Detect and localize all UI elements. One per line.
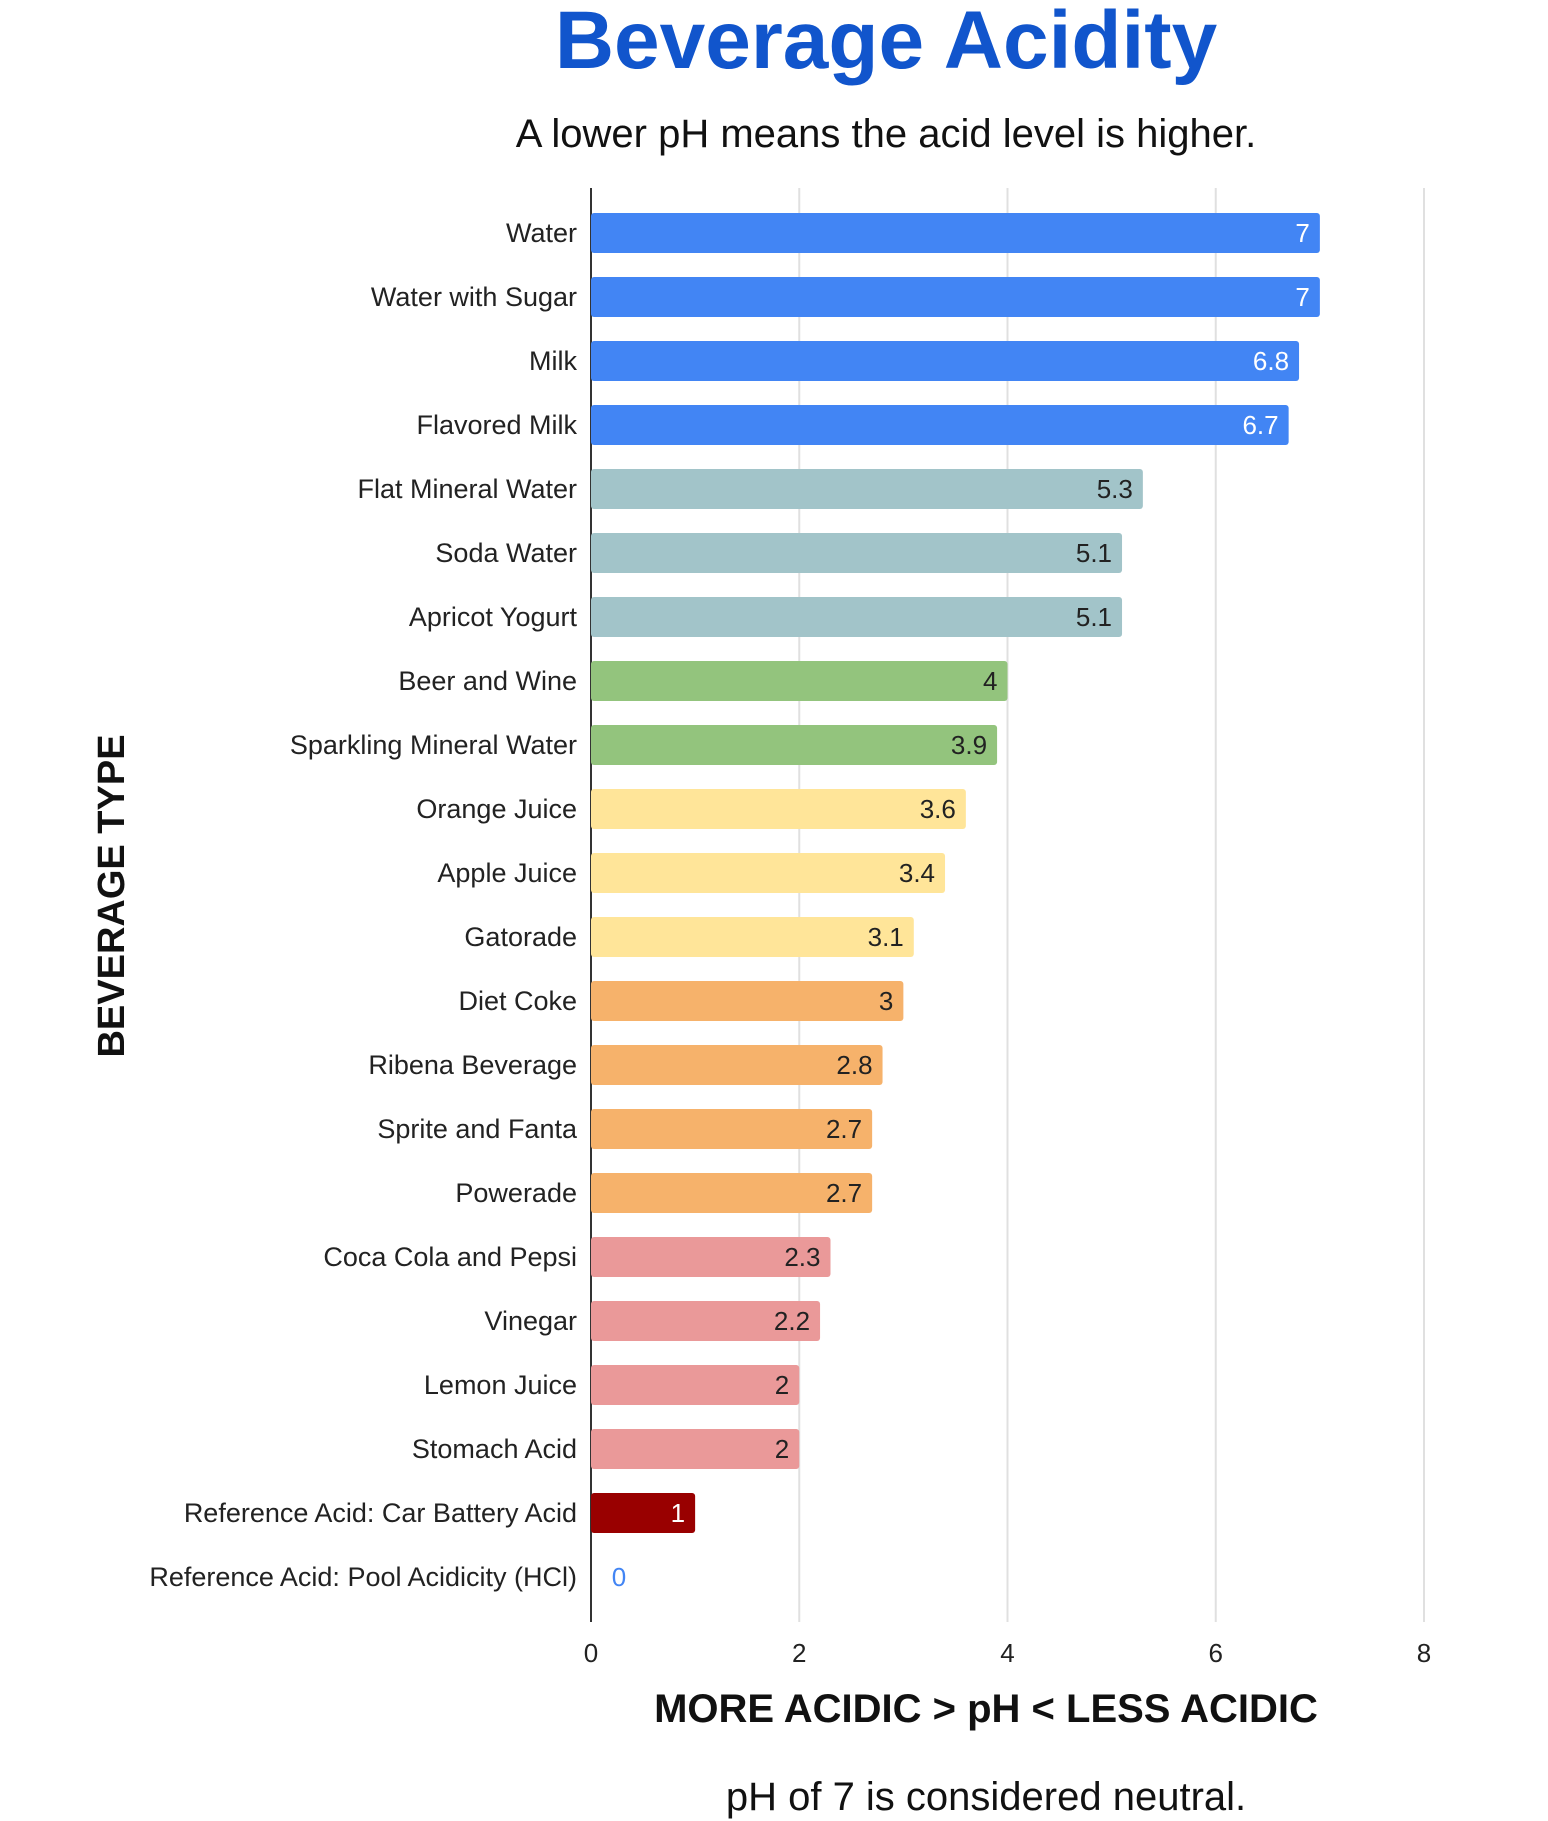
bar [591, 789, 966, 829]
category-label: Water [506, 218, 577, 248]
chart-subtitle: A lower pH means the acid level is highe… [516, 112, 1256, 156]
x-tick-label: 8 [1417, 1638, 1431, 1668]
bar [591, 661, 1008, 701]
data-label: 2.2 [774, 1306, 810, 1336]
x-tick-label: 6 [1209, 1638, 1223, 1668]
category-label: Beer and Wine [398, 666, 577, 696]
category-label: Flat Mineral Water [357, 474, 577, 504]
bar [591, 1365, 800, 1405]
y-axis-title: BEVERAGE TYPE [91, 734, 133, 1057]
category-label: Vinegar [484, 1306, 577, 1336]
data-label: 3.6 [920, 794, 956, 824]
data-label: 3.4 [899, 858, 935, 888]
data-label: 5.3 [1097, 474, 1133, 504]
x-axis-title: MORE ACIDIC > pH < LESS ACIDIC [654, 1687, 1318, 1731]
x-tick-label: 2 [792, 1638, 806, 1668]
data-label: 5.1 [1076, 602, 1112, 632]
bar [591, 1429, 800, 1469]
bar [591, 533, 1123, 573]
data-label: 6.8 [1253, 346, 1289, 376]
data-label: 2 [775, 1370, 789, 1400]
bar [591, 1045, 883, 1085]
category-label: Soda Water [435, 538, 577, 568]
category-label: Sparkling Mineral Water [290, 730, 577, 760]
data-label: 7 [1295, 218, 1309, 248]
category-label: Sprite and Fanta [377, 1114, 578, 1144]
data-label: 1 [671, 1498, 685, 1528]
category-label: Coca Cola and Pepsi [323, 1242, 577, 1272]
category-label: Flavored Milk [416, 410, 577, 440]
bar [591, 725, 998, 765]
category-label: Reference Acid: Car Battery Acid [184, 1498, 577, 1528]
bar [591, 853, 946, 893]
bar [591, 1301, 821, 1341]
x-tick-label: 4 [1000, 1638, 1014, 1668]
bar [591, 469, 1143, 509]
data-label: 5.1 [1076, 538, 1112, 568]
chart-title: Beverage Acidity [555, 0, 1218, 86]
category-label: Gatorade [464, 922, 577, 952]
data-label: 4 [983, 666, 997, 696]
bar [591, 277, 1320, 317]
bar [591, 213, 1320, 253]
category-label: Apple Juice [437, 858, 577, 888]
bar [591, 917, 914, 957]
bar [591, 981, 904, 1021]
category-label: Apricot Yogurt [409, 602, 578, 632]
data-label: 2.8 [836, 1050, 872, 1080]
bar [591, 341, 1300, 381]
bar [591, 597, 1123, 637]
category-label: Stomach Acid [412, 1434, 577, 1464]
data-label: 3.9 [951, 730, 987, 760]
category-label: Water with Sugar [371, 282, 577, 312]
bar [591, 1109, 873, 1149]
chart-footnote: pH of 7 is considered neutral. [726, 1775, 1246, 1819]
category-label: Reference Acid: Pool Acidicity (HCl) [149, 1562, 577, 1592]
data-label: 2.7 [826, 1178, 862, 1208]
x-tick-label: 0 [584, 1638, 598, 1668]
bar [591, 405, 1289, 445]
bar [591, 1173, 873, 1213]
category-label: Ribena Beverage [368, 1050, 577, 1080]
category-label: Orange Juice [416, 794, 577, 824]
data-label: 2 [775, 1434, 789, 1464]
bar [591, 1237, 831, 1277]
data-label: 0 [612, 1562, 626, 1592]
category-label: Milk [529, 346, 577, 376]
data-label: 2.3 [784, 1242, 820, 1272]
category-label: Powerade [455, 1178, 577, 1208]
bar [591, 1493, 696, 1533]
category-label: Diet Coke [458, 986, 577, 1016]
data-label: 7 [1295, 282, 1309, 312]
data-label: 3 [879, 986, 893, 1016]
category-label: Lemon Juice [424, 1370, 577, 1400]
data-label: 3.1 [868, 922, 904, 952]
data-label: 2.7 [826, 1114, 862, 1144]
data-label: 6.7 [1242, 410, 1278, 440]
